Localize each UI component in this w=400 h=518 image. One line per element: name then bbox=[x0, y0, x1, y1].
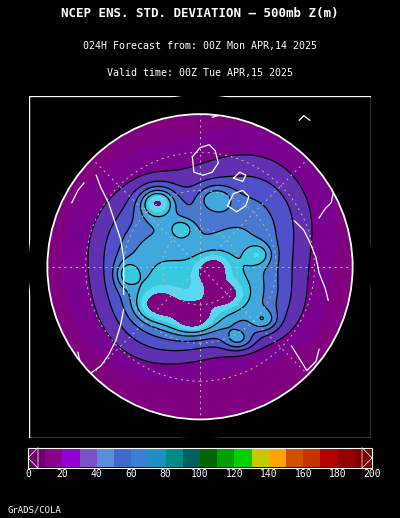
Circle shape bbox=[47, 114, 353, 420]
Text: Valid time: 00Z Tue APR,15 2025: Valid time: 00Z Tue APR,15 2025 bbox=[107, 68, 293, 78]
Text: 160: 160 bbox=[294, 469, 312, 479]
Bar bbox=[45, 449, 62, 467]
Bar bbox=[28, 448, 372, 468]
Polygon shape bbox=[28, 448, 38, 468]
Bar bbox=[338, 449, 355, 467]
Bar bbox=[252, 449, 269, 467]
Bar bbox=[183, 449, 200, 467]
Bar bbox=[114, 449, 131, 467]
Bar bbox=[200, 449, 217, 467]
Bar bbox=[303, 449, 320, 467]
Text: 20: 20 bbox=[56, 469, 68, 479]
Bar bbox=[166, 449, 183, 467]
Bar bbox=[148, 449, 166, 467]
Bar bbox=[62, 449, 80, 467]
Text: 200: 200 bbox=[363, 469, 381, 479]
Bar bbox=[355, 449, 372, 467]
Bar bbox=[234, 449, 252, 467]
Text: 024H Forecast from: 00Z Mon APR,14 2025: 024H Forecast from: 00Z Mon APR,14 2025 bbox=[83, 41, 317, 51]
Text: 140: 140 bbox=[260, 469, 278, 479]
Bar bbox=[97, 449, 114, 467]
Text: 180: 180 bbox=[329, 469, 346, 479]
Polygon shape bbox=[362, 448, 372, 468]
Text: 40: 40 bbox=[91, 469, 103, 479]
Bar bbox=[80, 449, 97, 467]
Bar bbox=[320, 449, 338, 467]
Text: 0: 0 bbox=[25, 469, 31, 479]
Text: 120: 120 bbox=[226, 469, 243, 479]
Text: 100: 100 bbox=[191, 469, 209, 479]
Text: GrADS/COLA: GrADS/COLA bbox=[8, 505, 62, 514]
Text: 80: 80 bbox=[160, 469, 172, 479]
Bar bbox=[131, 449, 148, 467]
Polygon shape bbox=[29, 96, 371, 438]
Bar bbox=[269, 449, 286, 467]
Bar bbox=[217, 449, 234, 467]
Text: 60: 60 bbox=[125, 469, 137, 479]
Bar bbox=[28, 449, 45, 467]
Bar bbox=[286, 449, 303, 467]
Text: NCEP ENS. STD. DEVIATION – 500mb Z(m): NCEP ENS. STD. DEVIATION – 500mb Z(m) bbox=[61, 7, 339, 20]
